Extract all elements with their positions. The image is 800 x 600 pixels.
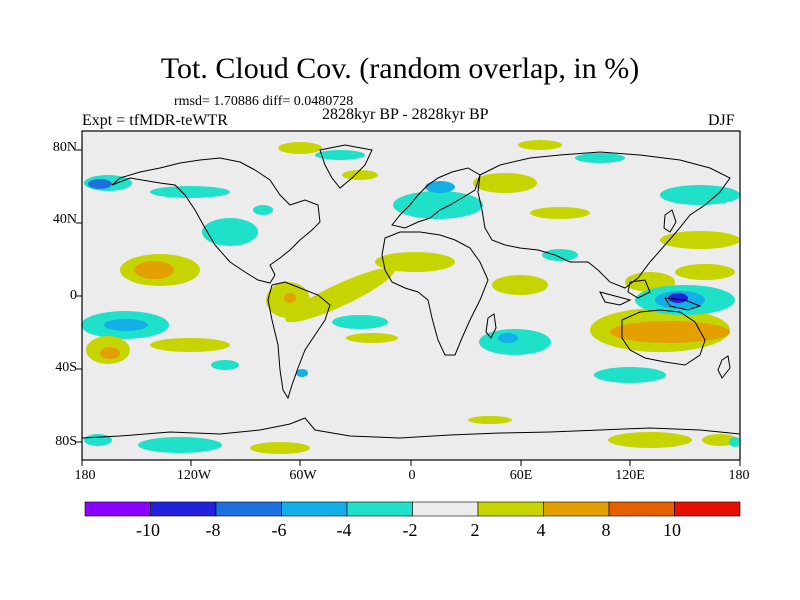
colorbar-label: -4 bbox=[336, 520, 352, 540]
stats-text: rmsd= 1.70886 diff= 0.0480728 bbox=[174, 94, 354, 109]
colorbar-label: -8 bbox=[205, 520, 221, 540]
y-tick-label: 0 bbox=[70, 288, 77, 303]
anomaly-patch-positive bbox=[675, 264, 735, 280]
x-tick-label: 0 bbox=[408, 468, 416, 483]
anomaly-patch-positive bbox=[610, 321, 730, 343]
x-tick-label: 60E bbox=[509, 468, 533, 483]
anomaly-patch-positive bbox=[346, 333, 398, 343]
anomaly-patch-positive bbox=[468, 416, 512, 424]
anomaly-patch-positive bbox=[285, 267, 395, 323]
anomaly-patch-positive bbox=[134, 261, 174, 279]
y-tick-label: 40N bbox=[52, 212, 77, 227]
coastline-new-guinea bbox=[664, 297, 702, 311]
colorbar-label: 4 bbox=[536, 520, 546, 540]
map-background bbox=[82, 131, 740, 460]
coastline-antarctica bbox=[81, 417, 741, 439]
colorbar-label: 10 bbox=[663, 520, 681, 540]
anomaly-patch-negative bbox=[138, 437, 222, 453]
colorbar-swatch bbox=[543, 501, 610, 517]
season-label: DJF bbox=[708, 112, 735, 129]
anomaly-patch-negative bbox=[425, 181, 455, 193]
anomaly-patch-negative bbox=[202, 218, 258, 246]
x-tick-label: 180 bbox=[728, 468, 750, 483]
colorbar bbox=[84, 501, 741, 517]
anomaly-patch-positive bbox=[250, 442, 310, 454]
x-tick-label: 180 bbox=[74, 468, 96, 483]
coastline-greenland bbox=[319, 144, 373, 189]
anomaly-patch-negative bbox=[296, 369, 308, 377]
anomaly-patch-positive bbox=[342, 170, 378, 180]
colorbar-swatch bbox=[412, 501, 479, 517]
anomaly-patch-positive bbox=[530, 207, 590, 219]
coastline-japan bbox=[663, 209, 677, 233]
anomaly-patch-negative bbox=[150, 186, 230, 198]
colorbar-label: 8 bbox=[601, 520, 611, 540]
anomaly-patch-negative bbox=[594, 367, 666, 383]
coastline-africa bbox=[381, 231, 489, 356]
colorbar-label: 2 bbox=[470, 520, 480, 540]
colorbar-swatch bbox=[608, 501, 675, 517]
colorbar-swatch bbox=[346, 501, 413, 517]
anomaly-patch-positive bbox=[492, 275, 548, 295]
coastlines bbox=[81, 144, 741, 439]
anomaly-patch-negative bbox=[542, 249, 578, 261]
anomaly-patches bbox=[81, 140, 741, 454]
anomaly-patch-negative bbox=[668, 293, 688, 303]
coastline-borneo bbox=[627, 279, 651, 299]
anomaly-patch-negative bbox=[315, 150, 365, 160]
anomaly-patch-negative bbox=[88, 179, 112, 189]
anomaly-patch-negative bbox=[104, 319, 148, 331]
anomaly-patch-negative bbox=[253, 205, 273, 215]
colorbar-swatch bbox=[150, 501, 217, 517]
coastline-madagascar bbox=[485, 313, 497, 339]
coastline-australia bbox=[621, 309, 706, 366]
colorbar-swatch bbox=[215, 501, 282, 517]
anomaly-patch-negative bbox=[660, 185, 740, 205]
period-label: 2828kyr BP - 2828kyr BP bbox=[322, 106, 489, 123]
anomaly-patch-positive bbox=[660, 231, 740, 249]
x-tick-label: 120W bbox=[176, 468, 212, 483]
y-tick-label: 80S bbox=[55, 434, 77, 449]
anomaly-patch-positive bbox=[473, 173, 537, 193]
coastline-new-zealand bbox=[717, 355, 731, 379]
x-tick-label: 120E bbox=[615, 468, 645, 483]
anomaly-patch-negative bbox=[393, 191, 483, 219]
anomaly-patch-negative bbox=[84, 434, 112, 446]
anomaly-patch-positive bbox=[608, 432, 692, 448]
coastline-south-america bbox=[267, 281, 331, 400]
anomaly-patch-positive bbox=[150, 338, 230, 352]
axis-ticks bbox=[76, 149, 741, 466]
anomaly-patch-positive bbox=[702, 434, 738, 446]
anomaly-patch-negative bbox=[479, 329, 551, 355]
anomaly-patch-negative bbox=[498, 333, 518, 343]
colorbar-label: -10 bbox=[136, 520, 160, 540]
anomaly-patch-positive bbox=[100, 347, 120, 359]
map-panel bbox=[76, 130, 741, 466]
y-tick-label: 80N bbox=[52, 140, 77, 155]
coastline-asia bbox=[477, 151, 731, 289]
anomaly-patch-positive bbox=[518, 140, 562, 150]
anomaly-patch-positive bbox=[284, 293, 296, 303]
colorbar-swatch bbox=[84, 501, 151, 517]
colorbar-label: -6 bbox=[271, 520, 287, 540]
colorbar-swatch bbox=[281, 501, 348, 517]
coastline-indonesia bbox=[599, 291, 632, 306]
colorbar-swatch bbox=[477, 501, 544, 517]
x-tick-label: 60W bbox=[289, 468, 317, 483]
anomaly-patch-positive bbox=[278, 142, 322, 154]
colorbar-label: -2 bbox=[402, 520, 418, 540]
anomaly-patch-positive bbox=[375, 252, 455, 272]
anomaly-patch-negative bbox=[575, 153, 625, 163]
coastline-north-america bbox=[111, 157, 321, 284]
anomaly-patch-negative bbox=[211, 360, 239, 370]
anomaly-patch-negative bbox=[729, 437, 741, 447]
y-tick-label: 40S bbox=[55, 360, 77, 375]
map-title: Tot. Cloud Cov. (random overlap, in %) bbox=[160, 52, 640, 85]
colorbar-swatch bbox=[674, 501, 741, 517]
experiment-label: Expt = tfMDR-teWTR bbox=[82, 112, 228, 129]
anomaly-patch-negative bbox=[332, 315, 388, 329]
